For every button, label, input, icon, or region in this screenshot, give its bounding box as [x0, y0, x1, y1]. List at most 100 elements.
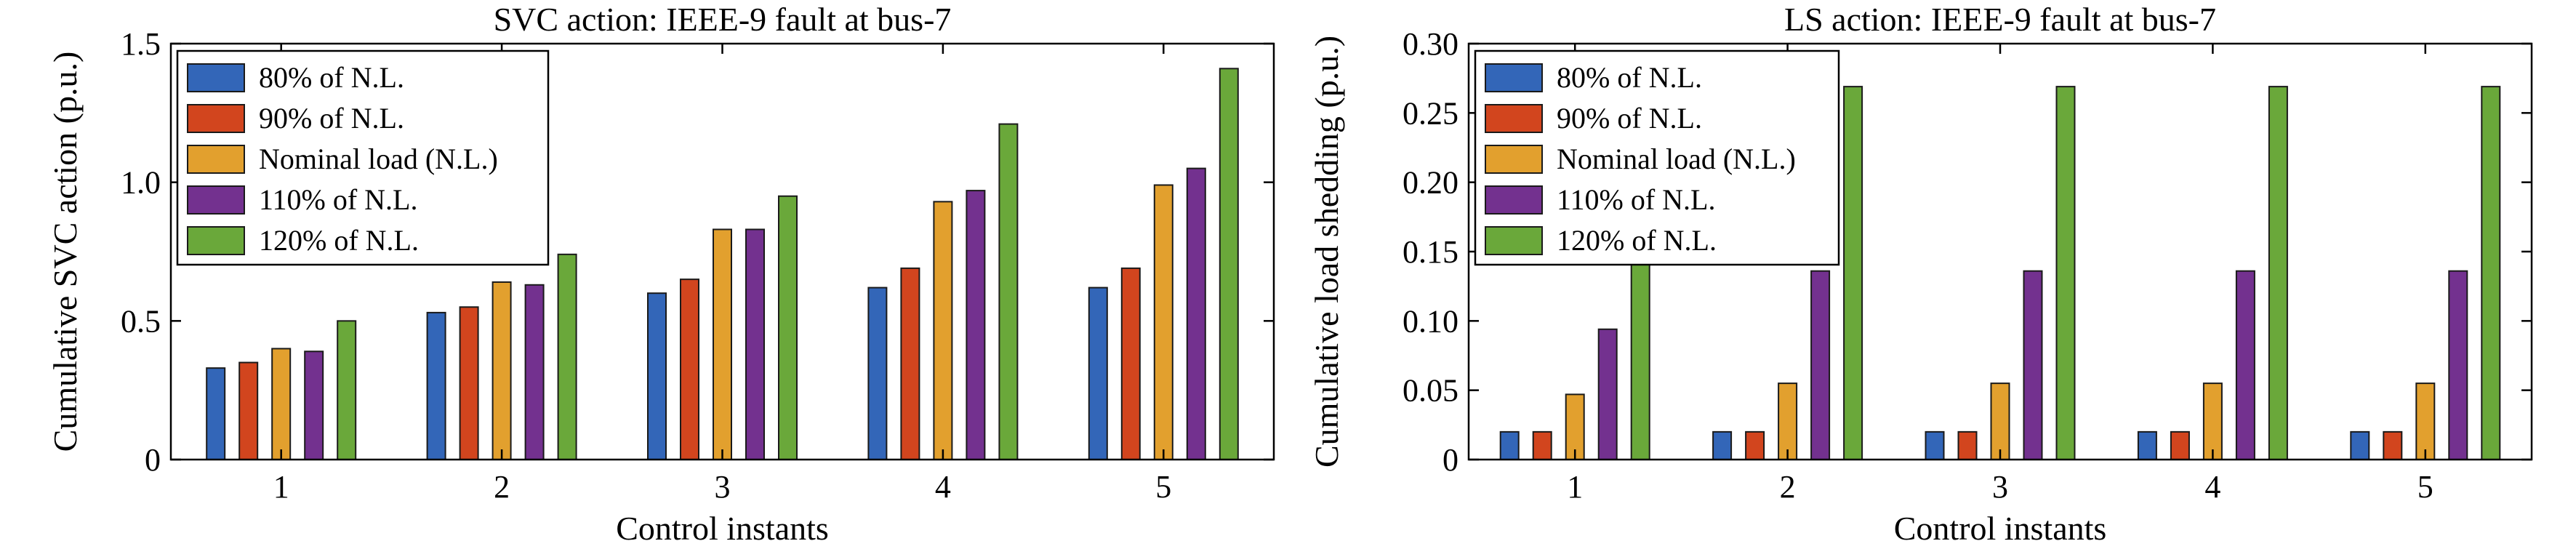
legend-label: 120% of N.L. — [1557, 224, 1717, 257]
svc-action-chart: SVC action: IEEE-9 fault at bus-7 0 0.5 1.0… — [47, 1, 1275, 547]
bar — [1745, 430, 1765, 460]
bar — [1810, 270, 1831, 460]
x-tick-label: 4 — [2204, 469, 2220, 505]
bar — [1532, 430, 1552, 460]
bar — [1565, 393, 1585, 460]
y-tick-label: 0.15 — [1403, 234, 1458, 270]
bar — [1597, 328, 1618, 461]
bar — [1778, 382, 1798, 461]
bar — [238, 361, 259, 460]
bar — [206, 367, 226, 460]
bar — [1088, 286, 1108, 460]
legend-swatch — [187, 104, 245, 133]
x-tick-label: 1 — [1567, 469, 1583, 505]
bars — [1499, 86, 2501, 461]
bar — [491, 281, 512, 460]
legend-swatch — [187, 145, 245, 174]
bar — [2383, 430, 2403, 460]
bar — [1712, 430, 1733, 460]
x-tick-label: 4 — [935, 469, 951, 505]
legend-swatch — [1485, 63, 1543, 92]
x-tick-label: 1 — [273, 469, 289, 505]
bar — [2235, 270, 2255, 460]
bar — [900, 267, 920, 460]
bar — [2170, 430, 2190, 460]
bar — [966, 190, 986, 460]
bar — [1153, 184, 1173, 460]
legend-label: 110% of N.L. — [1557, 183, 1715, 216]
legend: 80% of N.L. 90% of N.L. Nominal load (N.L.… — [176, 49, 550, 266]
y-tick-label: 0.05 — [1403, 373, 1458, 409]
bar — [713, 228, 732, 460]
bar — [1120, 267, 1141, 460]
bar — [647, 292, 667, 461]
bar — [557, 253, 577, 460]
bar — [1499, 430, 1520, 460]
bar — [2202, 382, 2223, 461]
chart-title: SVC action: IEEE-9 fault at bus-7 — [494, 1, 952, 38]
bar — [304, 350, 324, 460]
bar — [426, 311, 446, 461]
chart-title: LS action: IEEE-9 fault at bus-7 — [1784, 1, 2216, 38]
y-axis-label: Cumulative load shedding (p.u.) — [1308, 36, 1345, 468]
bar — [1219, 68, 1239, 460]
x-tick-label: 3 — [1992, 469, 2008, 505]
legend-swatch — [187, 185, 245, 215]
legend-label: 90% of N.L. — [1557, 102, 1702, 135]
legend-swatch — [1485, 145, 1543, 174]
bar — [1925, 430, 1945, 460]
legend-label: 90% of N.L. — [259, 102, 404, 135]
bar — [1957, 430, 1978, 460]
y-tick-label: 1.0 — [121, 165, 161, 201]
x-tick-label: 2 — [494, 469, 510, 505]
x-tick-label: 5 — [1155, 469, 1171, 505]
legend-swatch — [187, 63, 245, 92]
legend-swatch — [1485, 185, 1543, 215]
legend-label: 120% of N.L. — [259, 224, 419, 257]
bar — [524, 284, 545, 461]
y-tick-label: 0.30 — [1403, 26, 1458, 62]
x-axis-label: Control instants — [616, 510, 829, 547]
y-tick-label: 0 — [145, 442, 161, 478]
bar — [778, 195, 798, 460]
load-shedding-chart: LS action: IEEE-9 fault at bus-7 0 0.05 0.1… — [1308, 1, 2533, 547]
y-tick-label: 0.5 — [121, 303, 161, 339]
bar — [337, 320, 357, 461]
bar — [2350, 430, 2370, 460]
bar — [2268, 86, 2288, 460]
legend-label: Nominal load (N.L.) — [1557, 143, 1796, 175]
bar — [271, 348, 292, 461]
legend-label: 110% of N.L. — [259, 183, 417, 216]
bar — [2481, 86, 2501, 460]
bar — [867, 286, 888, 460]
legend-label: 80% of N.L. — [259, 61, 404, 94]
bar — [1843, 86, 1863, 460]
bar — [1990, 382, 2010, 461]
legend-swatch — [1485, 226, 1543, 255]
legend-label: 80% of N.L. — [1557, 61, 1702, 94]
bar — [2023, 270, 2043, 460]
bar — [1630, 244, 1650, 460]
bar — [2415, 382, 2436, 461]
legend-swatch — [187, 226, 245, 255]
y-tick-label: 0.25 — [1403, 95, 1458, 131]
x-tick-label: 5 — [2417, 469, 2433, 505]
bar — [2137, 430, 2157, 460]
bar — [2448, 270, 2468, 460]
bar — [680, 278, 699, 460]
y-tick-label: 0 — [1443, 442, 1458, 478]
y-tick-label: 0.20 — [1403, 165, 1458, 201]
y-tick-label: 1.5 — [121, 26, 161, 62]
x-axis-label: Control instants — [1894, 510, 2107, 547]
x-tick-label: 2 — [1780, 469, 1796, 505]
legend: 80% of N.L. 90% of N.L. Nominal load (N.L.… — [1474, 49, 1840, 266]
bar — [2055, 86, 2076, 460]
bar — [459, 306, 479, 460]
bars — [206, 68, 1239, 461]
y-tick-label: 0.10 — [1403, 303, 1458, 339]
legend-swatch — [1485, 104, 1543, 133]
bar — [998, 123, 1019, 460]
bar — [933, 201, 953, 460]
bar — [745, 228, 765, 460]
